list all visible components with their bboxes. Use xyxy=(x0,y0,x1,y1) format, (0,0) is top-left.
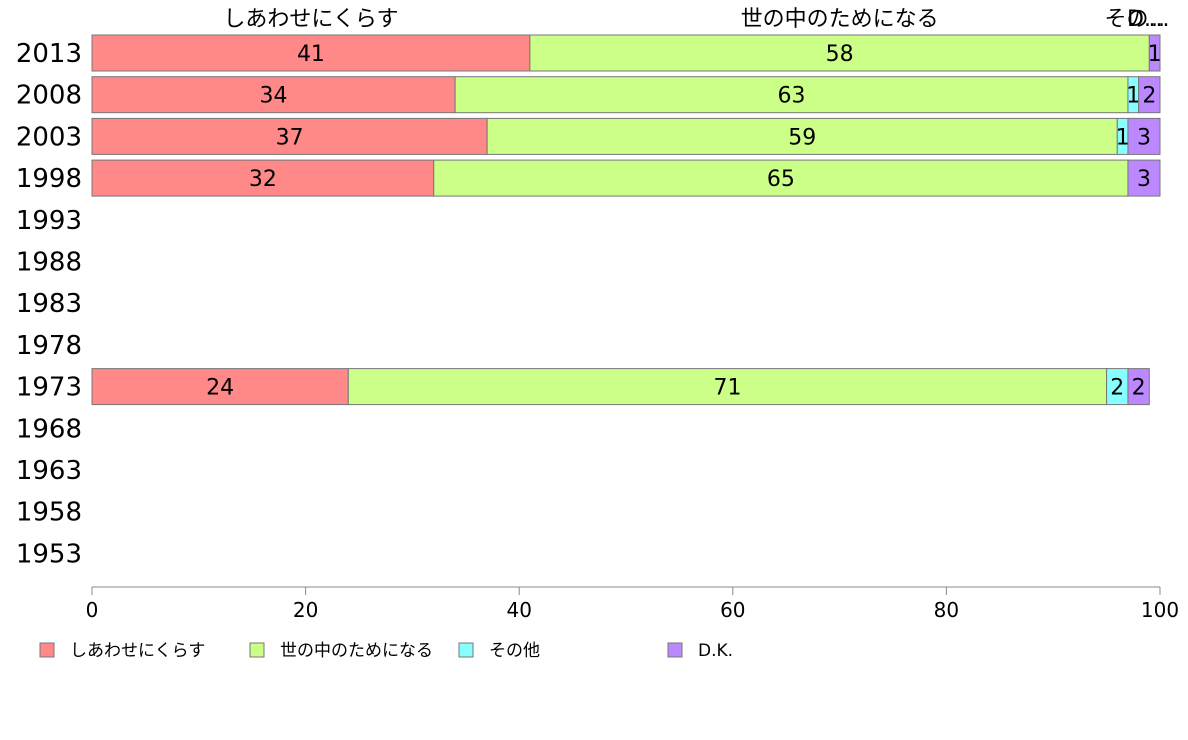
y-tick-label: 1998 xyxy=(16,164,82,194)
y-tick-label: 1958 xyxy=(16,498,82,528)
top-segment-label: その... xyxy=(1105,7,1170,32)
y-tick-label: 1983 xyxy=(16,289,82,319)
bar-value-label: 41 xyxy=(297,42,325,67)
legend-label: 世の中のためになる xyxy=(280,641,433,661)
bar-value-label: 71 xyxy=(713,376,741,401)
bar-value-label: 3 xyxy=(1137,125,1151,150)
x-tick-label: 80 xyxy=(934,598,959,622)
y-tick-label: 1953 xyxy=(16,539,82,569)
x-tick-label: 60 xyxy=(720,598,745,622)
bar-segment xyxy=(1138,76,1161,114)
bar-segment xyxy=(486,117,1118,155)
y-tick-label: 1968 xyxy=(16,414,82,444)
legend-swatch xyxy=(39,642,55,658)
y-tick-label: 2008 xyxy=(16,81,82,111)
legend-label: D.K. xyxy=(698,641,733,661)
top-segment-label: 世の中のためになる xyxy=(741,7,939,32)
top-segment-label: しあわせにくらす xyxy=(223,7,398,32)
bar-segment xyxy=(347,368,1108,406)
bar-segment xyxy=(529,34,1150,72)
bar-segment xyxy=(1127,159,1161,197)
y-tick-label: 1978 xyxy=(16,331,82,361)
top-category-labels: しあわせにくらす 世の中のためになる その...D... xyxy=(223,7,1169,32)
bar-value-label: 34 xyxy=(260,84,288,109)
bar-value-label: 65 xyxy=(767,167,795,192)
bar-value-label: 2 xyxy=(1142,84,1156,109)
legend-label: その他 xyxy=(489,641,540,661)
legend: しあわせにくらす 世の中のためになる その他 D.K. xyxy=(39,641,733,661)
bar-segment xyxy=(433,159,1129,197)
x-tick-label: 100 xyxy=(1141,598,1179,622)
bar-value-label: 3 xyxy=(1137,167,1151,192)
y-tick-label: 1973 xyxy=(16,373,82,403)
x-axis: 0 20 40 60 80 100 xyxy=(86,586,1179,622)
bar-value-label: 32 xyxy=(249,167,277,192)
x-tick-label: 40 xyxy=(506,598,531,622)
legend-swatch xyxy=(458,642,474,658)
bar-segment xyxy=(1127,368,1150,406)
bar-segment xyxy=(91,368,349,406)
bar-segment xyxy=(454,76,1129,114)
legend-swatch xyxy=(249,642,265,658)
legend-swatch xyxy=(667,642,683,658)
y-tick-label: 2003 xyxy=(16,122,82,152)
bar-segment xyxy=(91,76,456,114)
bar-value-label: 1 xyxy=(1126,84,1140,109)
bar-segment xyxy=(1148,34,1161,72)
bar-segment xyxy=(91,34,531,72)
bar-value-label: 1 xyxy=(1116,125,1130,150)
y-tick-label: 1963 xyxy=(16,456,82,486)
bar-value-label: 24 xyxy=(206,376,234,401)
top-segment-label: D... xyxy=(1127,7,1165,32)
bar-value-label: 58 xyxy=(826,42,854,67)
bar-value-label: 59 xyxy=(788,125,816,150)
bars-group: 41 58 134 63 1 237 59 1 332 65 324 71 2 2 xyxy=(91,34,1162,406)
bar-segment xyxy=(91,117,488,155)
y-tick-label: 1993 xyxy=(16,206,82,236)
legend-label: しあわせにくらす xyxy=(70,641,205,661)
bar-value-label: 63 xyxy=(778,84,806,109)
y-tick-label: 2013 xyxy=(16,39,82,69)
bar-value-label: 2 xyxy=(1110,376,1124,401)
bar-segment xyxy=(1127,117,1161,155)
y-tick-label: 1988 xyxy=(16,248,82,278)
bar-segment xyxy=(91,159,435,197)
x-tick-label: 20 xyxy=(293,598,318,622)
bar-value-label: 1 xyxy=(1148,42,1162,67)
bar-value-label: 2 xyxy=(1132,376,1146,401)
x-tick-label: 0 xyxy=(86,598,99,622)
bar-value-label: 37 xyxy=(276,125,304,150)
y-axis: 2013 2008 2003 1998 1993 1988 1983 1978 1973 1968… xyxy=(16,39,82,569)
